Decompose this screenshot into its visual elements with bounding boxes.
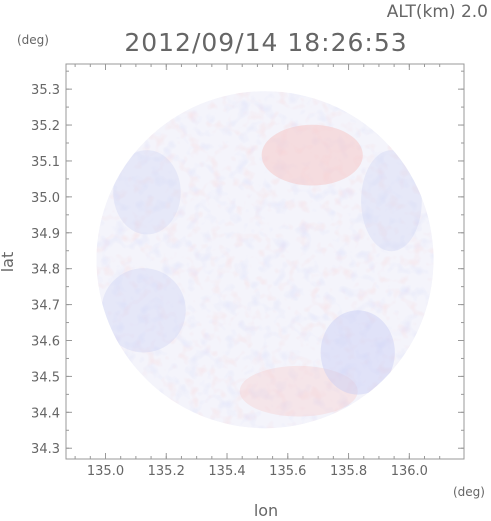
y-axis-ticks: 34.3 34.4 34.5 34.6 34.7 34.8 34.9 35.0 35.1 35.2… [31,70,464,457]
x-tick-label: 136.0 [391,464,428,479]
radar-echo-region [239,365,358,417]
y-tick-label: 34.9 [31,227,60,242]
radar-echo-region [113,150,181,235]
y-tick-label: 35.1 [31,155,60,170]
x-axis-ticks: 135.0 135.2 135.4 135.6 135.8 136.0 [74,64,441,479]
y-tick-label: 35.2 [31,119,60,134]
radar-echo-region [261,124,363,186]
radar-echo-region [320,310,395,395]
x-tick-label: 135.8 [330,464,367,479]
y-tick-label: 34.5 [31,370,60,385]
y-tick-label: 34.4 [31,406,60,421]
x-tick-label: 135.6 [269,464,306,479]
y-axis-title: lat [0,252,17,273]
y-tick-label: 34.7 [31,299,60,314]
altitude-label: ALT(km) 2.0 [387,2,488,22]
x-tick-label: 135.0 [87,464,124,479]
radar-field [96,91,434,429]
timestamp-title: 2012/09/14 18:26:53 [124,28,407,57]
plot-frame [65,63,465,460]
y-tick-label: 34.6 [31,335,60,350]
radar-echo-region [361,150,422,252]
radar-echo-region [101,268,186,353]
y-tick-label: 34.8 [31,263,60,278]
x-tick-label: 135.4 [208,464,245,479]
y-tick-label: 34.3 [31,442,60,457]
y-axis-unit: (deg) [17,33,49,47]
x-axis-title: lon [254,501,278,520]
y-tick-label: 35.3 [31,83,60,98]
y-tick-label: 35.0 [31,191,60,206]
x-axis-unit: (deg) [453,485,485,499]
x-tick-label: 135.2 [148,464,185,479]
